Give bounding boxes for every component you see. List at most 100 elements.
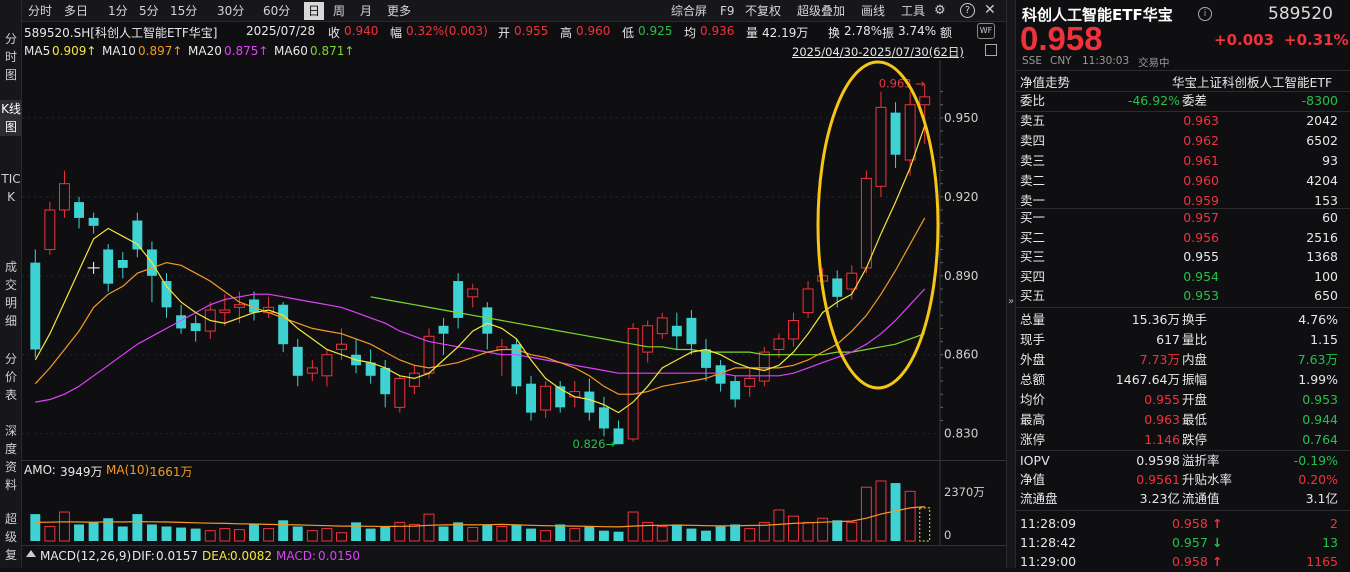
help-icon[interactable]: ?: [960, 3, 975, 18]
period-tab-7[interactable]: 日: [304, 2, 325, 20]
candle-body: [44, 209, 56, 250]
currency: CNY: [1050, 55, 1072, 67]
amo-bar: [802, 521, 814, 542]
price-tick-label: 0.920: [944, 190, 978, 204]
panel-splitter[interactable]: »: [1006, 0, 1016, 568]
amo-bar: [511, 524, 522, 541]
gear-icon[interactable]: ⚙: [934, 3, 946, 18]
period-tab-0[interactable]: 分时: [28, 4, 53, 18]
date-range[interactable]: 2025/04/30-2025/07/30(62日): [792, 45, 964, 59]
tick-arrow-icon: ↓: [1212, 535, 1223, 550]
tick-time: 11:28:42: [1020, 535, 1077, 550]
stats-row-1-value1: 617: [1156, 332, 1180, 347]
collapse-icon[interactable]: »: [1008, 296, 1015, 307]
info-icon[interactable]: i: [1198, 7, 1212, 21]
period-tab-8[interactable]: 周: [333, 4, 346, 18]
amo-panel[interactable]: AMO: 3949万 MA(10): 1661万 2370万 0: [22, 460, 1006, 546]
sidebar-tab-6[interactable]: 超级复: [4, 512, 17, 562]
period-tab-5[interactable]: 30分: [217, 4, 245, 18]
asks-row-0[interactable]: 卖五 0.963 2042: [1016, 111, 1350, 131]
tracking-index[interactable]: 华宝上证科创板人工智能ETF: [1172, 75, 1333, 90]
toolbar-btn-3[interactable]: 超级叠加: [797, 4, 846, 18]
asks-label: 卖三: [1020, 153, 1046, 168]
toolbar-btn-0[interactable]: 综合屏: [671, 4, 708, 18]
sidebar-tab-2[interactable]: TICK: [1, 172, 21, 204]
committee-row-label1: 委比: [1020, 93, 1046, 108]
candle-body: [365, 362, 376, 376]
candle-body: [671, 325, 682, 337]
asks-row-2[interactable]: 卖三 0.961 93: [1016, 151, 1350, 171]
period-tab-10[interactable]: 更多: [387, 4, 412, 18]
stats-row-4-label2: 开盘: [1182, 392, 1208, 407]
candle-body: [176, 315, 187, 329]
asks-label: 卖四: [1020, 133, 1046, 148]
close-icon[interactable]: ✕: [984, 2, 996, 18]
sidebar-tab-1[interactable]: K线图: [0, 100, 22, 136]
amo-bar: [219, 528, 231, 542]
asks-label: 卖二: [1020, 173, 1046, 188]
ma-legend-label-2: MA20: [188, 44, 222, 58]
amo-bar: [846, 521, 858, 542]
candle-body: [74, 202, 84, 218]
sidebar-tab-0[interactable]: 分时图: [4, 32, 17, 82]
period-tab-1[interactable]: 多日: [64, 4, 89, 18]
amo-bar: [890, 483, 901, 541]
bids-row-3[interactable]: 买四 0.954 100: [1016, 267, 1350, 287]
open-label: 开: [498, 26, 511, 40]
stats-row-3: 总额 1467.64万 振幅 1.99%: [1016, 370, 1350, 390]
sidebar-tab-3[interactable]: 成交明细: [4, 260, 17, 328]
exchange: SSE: [1022, 55, 1042, 67]
toolbar-btn-5[interactable]: 工具: [901, 4, 926, 18]
candle-body: [686, 317, 697, 345]
period-tab-4[interactable]: 15分: [170, 4, 198, 18]
fund-row-2: 流通盘 3.23亿 流通值 3.1亿: [1016, 489, 1350, 509]
bids-row-4[interactable]: 买五 0.953 650: [1016, 286, 1350, 306]
asks-row-1[interactable]: 卖四 0.962 6502: [1016, 131, 1350, 151]
asks-volume: 6502: [1306, 133, 1338, 148]
ma-settings-icon[interactable]: [985, 44, 997, 56]
period-tab-3[interactable]: 5分: [139, 4, 159, 18]
amo-bar: [773, 509, 785, 542]
candle-body: [613, 428, 624, 445]
candle-body: [117, 260, 128, 268]
expand-icon[interactable]: [26, 550, 36, 557]
amo-bar: [292, 526, 303, 541]
stats-row-4-value1: 0.955: [1144, 392, 1180, 407]
bids-row-2[interactable]: 买三 0.955 1368: [1016, 247, 1350, 267]
stats-row-3-value1: 1467.64万: [1115, 372, 1180, 387]
period-tab-6[interactable]: 60分: [263, 4, 291, 18]
bids-row-1[interactable]: 买二 0.956 2516: [1016, 228, 1350, 248]
asks-label: 卖一: [1020, 193, 1046, 208]
bids-label: 买五: [1020, 288, 1046, 303]
macd-bar[interactable]: MACD(12,26,9) DIF: 0.0157 DEA: 0.0082 MA…: [22, 545, 1006, 568]
amo-axis-label: 2370万: [944, 485, 985, 499]
toolbar-btn-1[interactable]: F9: [720, 4, 735, 18]
period-tab-2[interactable]: 1分: [108, 4, 128, 18]
fund-row-0-value2: -0.19%: [1293, 453, 1338, 468]
nav-trend-link[interactable]: 净值走势: [1020, 75, 1071, 90]
toolbar-btn-4[interactable]: 画线: [861, 4, 886, 18]
asks-row-4[interactable]: 卖一 0.959 153: [1016, 191, 1350, 211]
ma-legend-value-2: 0.875↑: [224, 44, 269, 58]
toolbar-btn-2[interactable]: 不复权: [745, 4, 782, 18]
bids-row-0[interactable]: 买一 0.957 60: [1016, 208, 1350, 228]
change-value: 0.32%(0.003): [406, 24, 488, 38]
sidebar-tab-5[interactable]: 深度资料: [4, 424, 17, 492]
period-tab-9[interactable]: 月: [360, 4, 373, 18]
left-sidebar: 分时图 K线图 TICK 成交明细分价表深度资料超级复: [0, 0, 22, 568]
vol-value: 42.19万: [762, 26, 809, 40]
asks-row-3[interactable]: 卖二 0.960 4204: [1016, 171, 1350, 191]
wifi-icon[interactable]: WF: [977, 23, 995, 39]
candle-body: [394, 377, 406, 408]
quote-time: 11:30:03: [1082, 55, 1130, 67]
amo-bar: [701, 530, 711, 541]
candle-body: [919, 96, 931, 106]
tick-price: 0.958: [1172, 554, 1208, 569]
sidebar-tab-4[interactable]: 分价表: [4, 352, 17, 402]
candle-body: [292, 346, 303, 376]
macd-val-label: MACD:: [276, 549, 317, 563]
stats-row-4: 均价 0.955 开盘 0.953: [1016, 390, 1350, 410]
ma-legend: 2025/04/30-2025/07/30(62日) MA5 0.909↑ MA10…: [22, 42, 1006, 60]
stats-row-3-label2: 振幅: [1182, 372, 1208, 387]
candlestick-chart[interactable]: 0.950 0.920 0.890 0.860 0.830 0.963 → 0.826→: [22, 60, 1006, 460]
